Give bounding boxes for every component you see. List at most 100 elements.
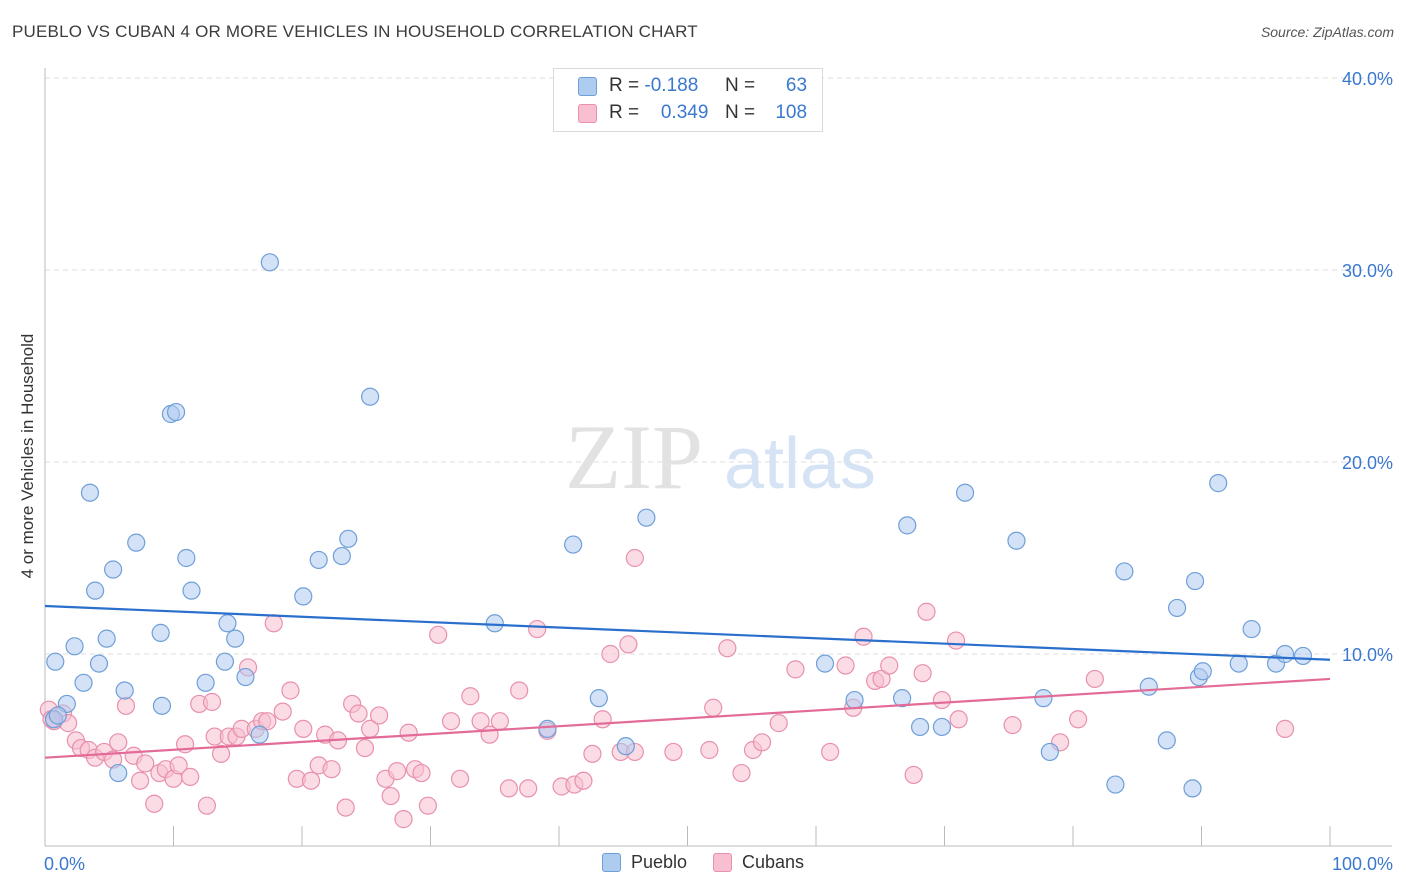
cubans-point-90 [836, 656, 855, 675]
watermark-zip: ZIP [565, 406, 703, 508]
pueblo-point-47 [1275, 644, 1295, 664]
pueblo-point-12 [309, 550, 328, 570]
pueblo-point-24 [65, 637, 84, 656]
grid-lines [45, 77, 1392, 655]
pueblo-point-29 [485, 614, 504, 633]
stats-legend: R = -0.188 N = 63 R = 0.349 N = 108 [553, 68, 823, 132]
chart-source: Source: ZipAtlas.com [1260, 24, 1394, 40]
cubans-point-34 [264, 614, 283, 633]
cubans-point-74 [593, 710, 612, 729]
pueblo-point-44 [1139, 677, 1158, 696]
cubans-point-94 [872, 669, 891, 689]
cubans-point-33 [258, 712, 277, 731]
pueblo-point-21 [1185, 571, 1205, 591]
pueblo-point-19 [294, 587, 313, 606]
pueblo-point-60 [1183, 779, 1202, 798]
pueblo-point-33 [236, 667, 255, 687]
cubans-point-61 [461, 687, 480, 706]
cubans-point-80 [664, 742, 683, 762]
pueblo-point-30 [1242, 619, 1261, 639]
cubans-point-98 [917, 602, 936, 621]
pueblo-point-25 [97, 629, 116, 648]
cubans-point-47 [355, 738, 375, 758]
legend-label-cubans: Cubans [742, 852, 805, 872]
cubans-point-36 [281, 681, 300, 700]
cubans-point-57 [418, 796, 438, 815]
pueblo-r-value: -0.188 [644, 75, 699, 96]
cubans-point-72 [574, 771, 593, 790]
pueblo-point-48 [1293, 646, 1313, 666]
cubans-point-15 [145, 794, 164, 813]
cubans-point-60 [450, 769, 470, 788]
pueblo-point-11 [339, 529, 358, 548]
cubans-point-88 [786, 660, 805, 679]
cubans-point-99 [932, 690, 952, 710]
pueblo-point-53 [538, 719, 557, 738]
legend-item-cubans[interactable]: Cubans [713, 852, 804, 873]
pueblo-point-59 [1106, 775, 1125, 794]
pueblo-swatch [578, 76, 597, 96]
y-axis-label: 4 or more Vehicles in Household [18, 333, 37, 579]
pueblo-n-label: N = [724, 75, 756, 96]
pueblo-point-15 [1007, 531, 1026, 550]
cubans-point-67 [519, 779, 538, 798]
cubans-point-11 [116, 696, 136, 715]
pueblo-point-51 [910, 717, 930, 737]
pueblo-point-23 [46, 652, 65, 671]
cubans-point-92 [854, 627, 873, 646]
pueblo-point-14 [564, 535, 583, 554]
cubans-point-14 [136, 754, 155, 773]
pueblo-point-45 [1229, 654, 1248, 673]
cubans-point-87 [769, 714, 788, 733]
cubans-n-value: 108 [775, 102, 808, 123]
pueblo-r-label: R = [609, 75, 640, 96]
trend-lines [44, 604, 1331, 759]
watermark-atlas: atlas [724, 424, 876, 504]
pueblo-point-10 [177, 548, 196, 568]
pueblo-point-3 [361, 387, 380, 406]
pueblo-point-38 [152, 696, 172, 715]
pueblo-point-18 [182, 581, 201, 600]
pueblo-point-35 [196, 673, 215, 692]
cubans-point-79 [625, 548, 644, 568]
cubans-point-65 [499, 779, 518, 798]
y-tick-label-20: 20.0% [1342, 453, 1393, 473]
cubans-point-77 [619, 635, 638, 654]
cubans-n-label: N = [724, 102, 756, 123]
chart-title: PUEBLO VS CUBAN 4 OR MORE VEHICLES IN HO… [12, 22, 698, 41]
legend-item-pueblo[interactable]: Pueblo [601, 852, 687, 873]
legend-row-cubans: R = 0.349 N = 108 [578, 100, 807, 126]
pueblo-point-2 [166, 402, 186, 422]
x-tick-label-max: 100.0% [1332, 854, 1393, 874]
cubans-trend-line [44, 677, 1331, 759]
legend-row-pueblo: R = -0.188 N = 63 [578, 73, 807, 99]
pueblo-point-9 [127, 533, 146, 552]
cubans-r-label: R = [609, 102, 640, 123]
cubans-point-49 [370, 706, 389, 725]
pueblo-point-39 [250, 725, 269, 744]
cubans-point-52 [387, 762, 407, 781]
pueblo-point-40 [815, 654, 835, 673]
cubans-point-53 [394, 810, 413, 829]
cubans-point-23 [197, 796, 217, 815]
series-pueblo [44, 253, 1313, 798]
cubans-legend-swatch [713, 853, 732, 872]
pueblo-point-6 [955, 483, 975, 502]
cubans-point-10 [109, 733, 128, 752]
cubans-point-106 [1275, 719, 1295, 738]
cubans-point-97 [913, 664, 932, 683]
cubans-point-39 [301, 771, 321, 790]
pueblo-point-52 [932, 717, 952, 737]
cubans-point-62 [471, 712, 490, 731]
cubans-point-44 [336, 798, 355, 817]
pueblo-point-42 [892, 689, 912, 708]
cubans-point-64 [490, 712, 509, 731]
cubans-point-24 [202, 692, 222, 712]
pueblo-trend-line [44, 604, 1331, 661]
pueblo-point-4 [80, 483, 100, 502]
pueblo-point-26 [151, 623, 170, 642]
cubans-point-81 [700, 740, 719, 760]
cubans-point-46 [349, 704, 368, 723]
x-tick-label-min: 0.0% [44, 854, 85, 874]
